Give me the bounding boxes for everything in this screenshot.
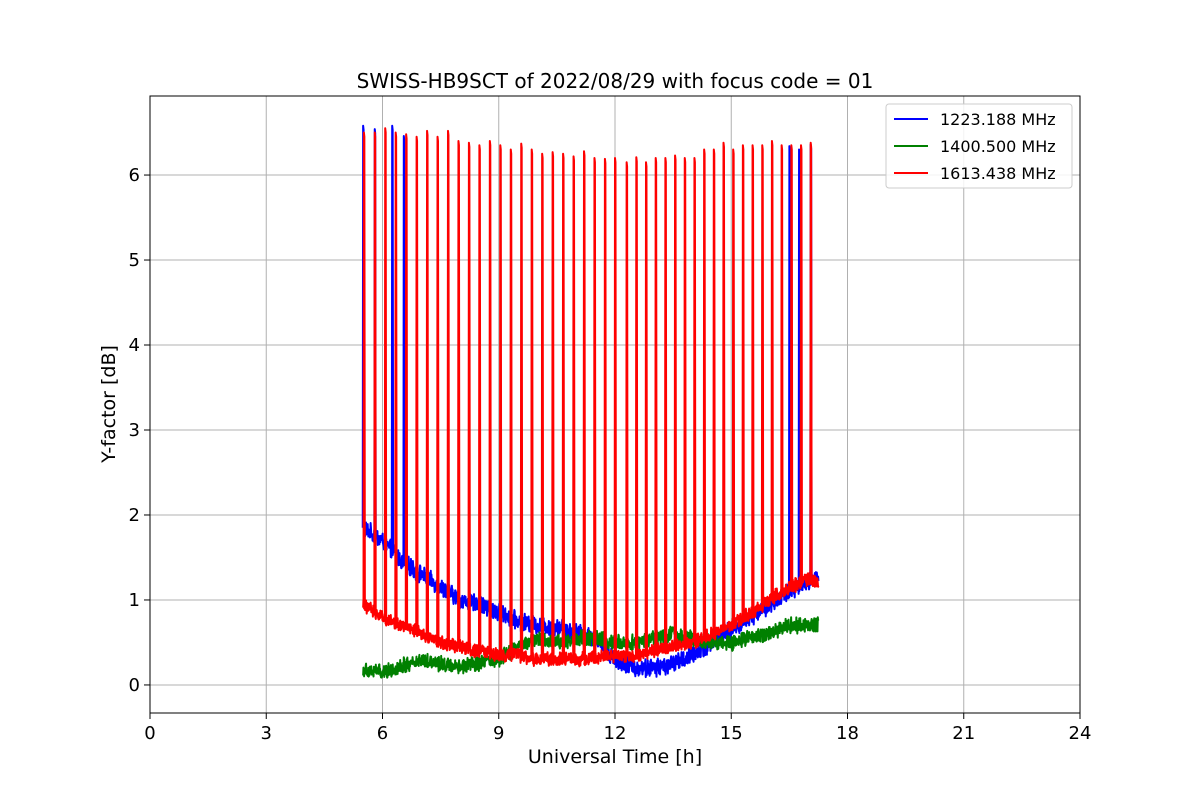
x-tick-label: 15 bbox=[720, 723, 743, 744]
legend: 1223.188 MHz 1400.500 MHz 1613.438 MHz bbox=[885, 103, 1073, 189]
x-tick-label: 18 bbox=[836, 723, 859, 744]
y-tick-label: 6 bbox=[129, 165, 140, 186]
x-tick-label: 21 bbox=[952, 723, 975, 744]
x-tick-label: 6 bbox=[377, 723, 388, 744]
legend-label: 1223.188 MHz bbox=[940, 110, 1056, 129]
y-tick-label: 4 bbox=[129, 335, 140, 356]
y-tick-label: 1 bbox=[129, 590, 140, 611]
y-tick-label: 2 bbox=[129, 505, 140, 526]
chart-title: SWISS-HB9SCT of 2022/08/29 with focus co… bbox=[357, 69, 874, 93]
y-axis-label: Y-factor [dB] bbox=[98, 345, 120, 464]
x-tick-label: 0 bbox=[144, 723, 155, 744]
y-tick-label: 5 bbox=[129, 250, 140, 271]
x-axis-label: Universal Time [h] bbox=[528, 746, 702, 768]
x-tick-label: 12 bbox=[604, 723, 627, 744]
x-tick-label: 24 bbox=[1069, 723, 1092, 744]
legend-box bbox=[885, 103, 1073, 189]
x-tick-label: 9 bbox=[493, 723, 504, 744]
legend-label: 1400.500 MHz bbox=[940, 137, 1056, 156]
y-tick-label: 0 bbox=[129, 675, 140, 696]
x-tick-label: 3 bbox=[261, 723, 272, 744]
series-layer bbox=[361, 124, 820, 679]
y-tick-label: 3 bbox=[129, 420, 140, 441]
series-line bbox=[362, 127, 820, 668]
series-line bbox=[362, 616, 820, 679]
legend-label: 1613.438 MHz bbox=[940, 164, 1056, 183]
